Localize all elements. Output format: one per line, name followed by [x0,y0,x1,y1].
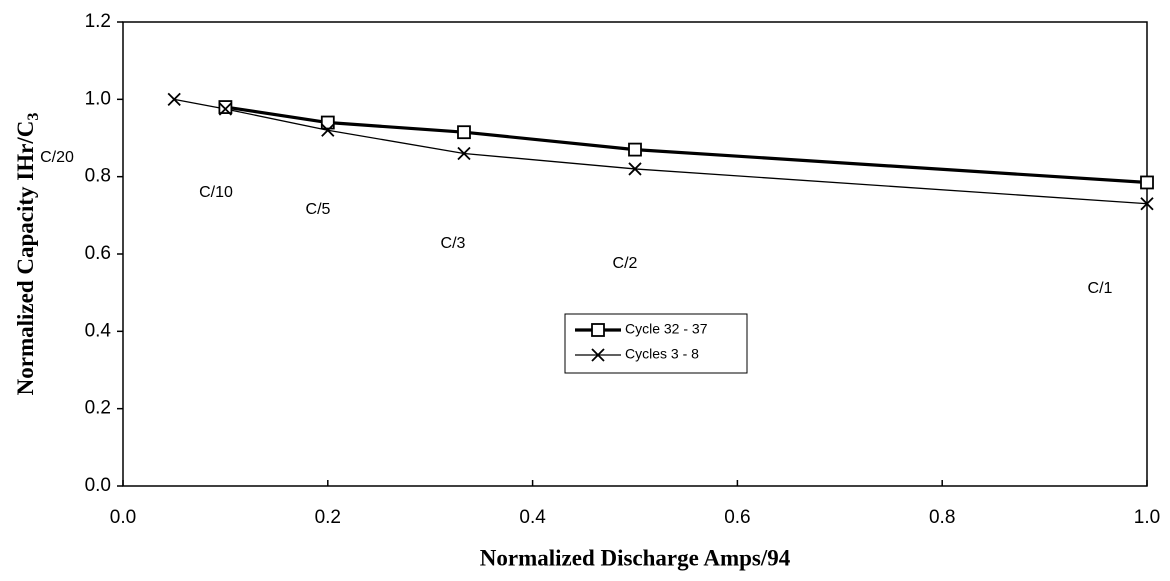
annotation: C/20 [40,149,74,166]
y-tick-label: 1.0 [85,88,111,109]
x-tick-label: 1.0 [1134,507,1160,528]
marker-square [1140,175,1154,190]
y-axis-title: Normalized Capacity IHr/C3 [13,113,41,396]
x-tick-label: 0.0 [110,507,136,528]
marker-square [320,115,335,130]
marker-x [628,162,642,176]
annotation: C/1 [1088,280,1113,297]
marker-x [1140,197,1154,211]
marker-square [591,323,605,337]
y-axis-title-sub: 3 [25,113,42,121]
annotation: C/5 [306,201,331,218]
y-tick-label: 0.8 [85,166,111,187]
x-tick-label: 0.8 [929,507,955,528]
annotation: C/10 [199,184,233,201]
marker-x [591,348,605,362]
marker-x [218,102,233,116]
annotation: C/3 [441,235,466,252]
marker-square [218,100,233,114]
y-tick-label: 0.6 [85,243,111,264]
annotation: C/2 [613,255,638,272]
legend-label: Cycles 3 - 8 [625,346,699,362]
y-axis-title-main: Normalized Capacity IHr/C [13,121,38,396]
series-line [225,105,1148,185]
x-tick-label: 0.4 [519,507,546,528]
y-tick-label: 0.4 [85,320,112,341]
marker-x [321,123,335,137]
marker-x [457,146,471,161]
x-tick-label: 0.6 [724,507,750,528]
marker-x [167,92,181,106]
series-line [174,98,1148,205]
marker-square [457,125,471,140]
legend-label: Cycle 32 - 37 [625,321,708,337]
y-tick-label: 0.0 [85,475,111,496]
plot-frame [122,21,1148,487]
y-tick-label: 0.2 [85,398,111,419]
x-axis-title: Normalized Discharge Amps/94 [480,545,791,570]
marker-square [628,142,642,157]
x-tick-label: 0.2 [315,507,341,528]
y-tick-label: 1.2 [85,11,111,32]
